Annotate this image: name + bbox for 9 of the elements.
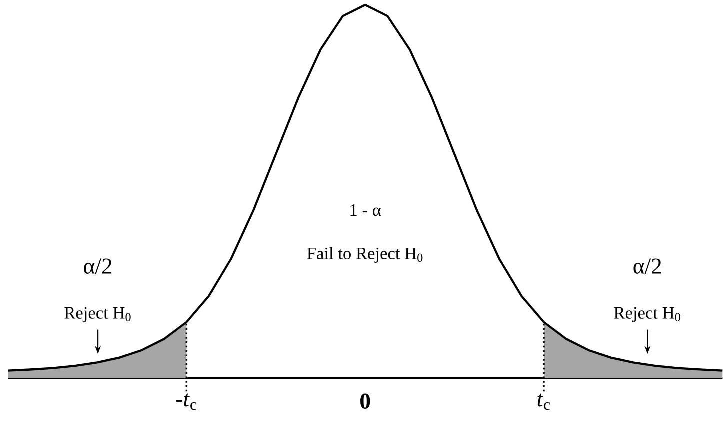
annotation: Fail to Reject H$_{0}$ xyxy=(307,247,423,263)
annotation: Reject H$_{0}$ xyxy=(614,307,680,322)
annotation: Reject H$_{0}$ xyxy=(64,307,131,322)
annotation: α/2 xyxy=(634,258,662,274)
annotation: α/2 xyxy=(84,258,112,274)
x-tick-label: t$_{c}$ xyxy=(538,394,550,410)
x-tick-label: 0 xyxy=(360,394,370,410)
annotation: 1 - α xyxy=(350,204,382,216)
x-tick-label: -t$_{c}$ xyxy=(176,394,197,410)
